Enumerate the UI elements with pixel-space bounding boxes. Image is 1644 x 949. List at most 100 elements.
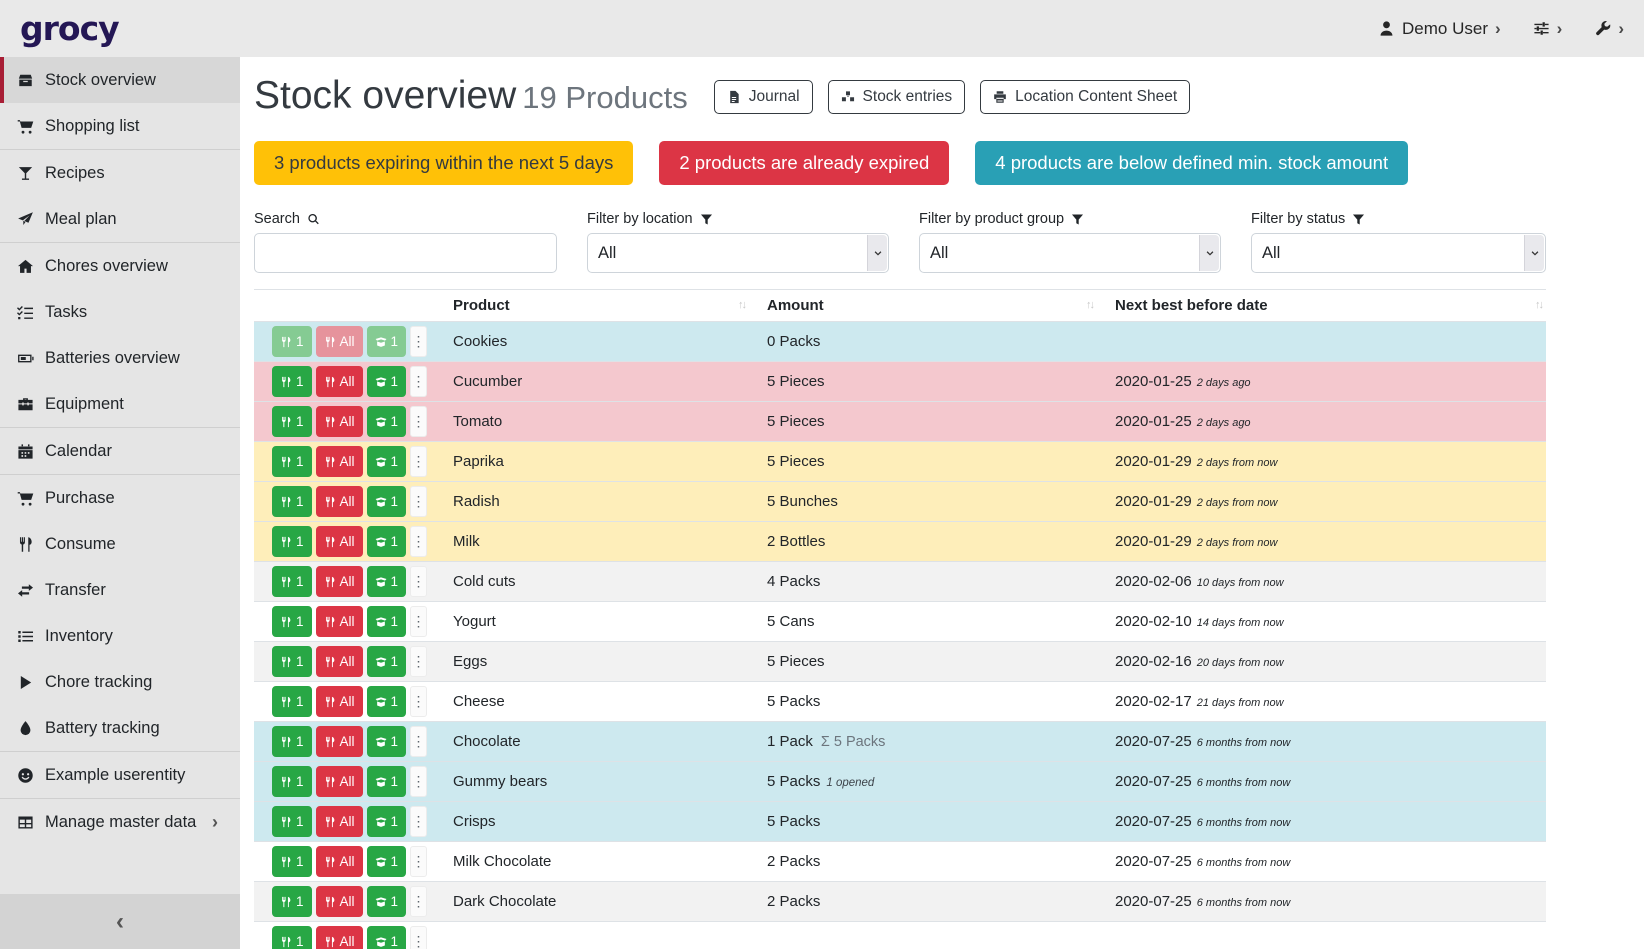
row-menu-button[interactable]: ⋮ bbox=[410, 606, 428, 637]
consume-one-button[interactable]: 1 bbox=[272, 526, 312, 557]
consume-all-button[interactable]: All bbox=[315, 326, 363, 357]
open-one-button[interactable]: 1 bbox=[366, 326, 407, 357]
consume-all-button[interactable]: All bbox=[315, 646, 363, 677]
sidebar-item-chores-overview[interactable]: Chores overview bbox=[0, 243, 240, 289]
sidebar-item-transfer[interactable]: Transfer bbox=[0, 567, 240, 613]
consume-one-button[interactable]: 1 bbox=[272, 726, 312, 757]
consume-all-button[interactable]: All bbox=[315, 406, 363, 437]
open-one-button[interactable]: 1 bbox=[366, 726, 407, 757]
settings-menu[interactable]: › bbox=[1533, 20, 1562, 37]
consume-one-button[interactable]: 1 bbox=[272, 886, 312, 917]
search-input[interactable] bbox=[254, 233, 557, 273]
open-one-button[interactable]: 1 bbox=[366, 766, 407, 797]
status-filter-select[interactable]: All bbox=[1251, 233, 1546, 273]
sidebar-item-manage-master-data[interactable]: Manage master data › bbox=[0, 799, 240, 845]
consume-all-button[interactable]: All bbox=[315, 806, 363, 837]
location-content-sheet-button[interactable]: Location Content Sheet bbox=[980, 80, 1191, 114]
consume-one-button[interactable]: 1 bbox=[272, 846, 312, 877]
row-menu-button[interactable]: ⋮ bbox=[410, 846, 428, 877]
consume-one-button[interactable]: 1 bbox=[272, 806, 312, 837]
row-menu-button[interactable]: ⋮ bbox=[410, 526, 428, 557]
sidebar-item-recipes[interactable]: Recipes bbox=[0, 150, 240, 196]
consume-all-button[interactable]: All bbox=[315, 566, 363, 597]
consume-one-button[interactable]: 1 bbox=[272, 326, 312, 357]
amount-column-header[interactable]: Amount ↑↓ bbox=[759, 289, 1107, 322]
sidebar-item-chore-tracking[interactable]: Chore tracking bbox=[0, 659, 240, 705]
consume-all-button[interactable]: All bbox=[315, 846, 363, 877]
row-menu-button[interactable]: ⋮ bbox=[410, 686, 428, 717]
sidebar-item-consume[interactable]: Consume bbox=[0, 521, 240, 567]
open-one-button[interactable]: 1 bbox=[366, 406, 407, 437]
sort-icon[interactable]: ↑↓ bbox=[1535, 299, 1544, 311]
row-menu-button[interactable]: ⋮ bbox=[410, 446, 428, 477]
open-one-button[interactable]: 1 bbox=[366, 486, 407, 517]
open-one-button[interactable]: 1 bbox=[366, 526, 407, 557]
location-filter-select[interactable]: All bbox=[587, 233, 889, 273]
status-banner-1[interactable]: 2 products are already expired bbox=[659, 141, 950, 185]
sidebar-item-meal-plan[interactable]: Meal plan bbox=[0, 196, 240, 242]
sidebar-item-battery-tracking[interactable]: Battery tracking bbox=[0, 705, 240, 751]
open-one-button[interactable]: 1 bbox=[366, 926, 407, 949]
admin-menu[interactable]: › bbox=[1594, 20, 1624, 37]
consume-all-button[interactable]: All bbox=[315, 606, 363, 637]
open-one-button[interactable]: 1 bbox=[366, 686, 407, 717]
sort-icon[interactable]: ↑↓ bbox=[738, 299, 747, 311]
consume-all-button[interactable]: All bbox=[315, 446, 363, 477]
consume-one-button[interactable]: 1 bbox=[272, 646, 312, 677]
consume-one-button[interactable]: 1 bbox=[272, 446, 312, 477]
product-column-header[interactable]: Product ↑↓ bbox=[445, 289, 759, 322]
open-one-button[interactable]: 1 bbox=[366, 886, 407, 917]
row-menu-button[interactable]: ⋮ bbox=[410, 406, 428, 437]
consume-one-button[interactable]: 1 bbox=[272, 486, 312, 517]
consume-one-button[interactable]: 1 bbox=[272, 926, 312, 949]
consume-all-button[interactable]: All bbox=[315, 926, 363, 949]
row-menu-button[interactable]: ⋮ bbox=[410, 486, 428, 517]
product-group-filter-select[interactable]: All bbox=[919, 233, 1221, 273]
row-menu-button[interactable]: ⋮ bbox=[410, 326, 428, 357]
consume-all-button[interactable]: All bbox=[315, 486, 363, 517]
consume-one-button[interactable]: 1 bbox=[272, 606, 312, 637]
sidebar-item-inventory[interactable]: Inventory bbox=[0, 613, 240, 659]
stock-entries-button[interactable]: Stock entries bbox=[827, 80, 966, 114]
sidebar-collapse-button[interactable]: ‹ bbox=[0, 894, 240, 949]
best-before-column-header[interactable]: Next best before date ↑↓ bbox=[1107, 289, 1546, 322]
row-menu-button[interactable]: ⋮ bbox=[410, 366, 428, 397]
consume-all-button[interactable]: All bbox=[315, 686, 363, 717]
consume-one-button[interactable]: 1 bbox=[272, 366, 312, 397]
consume-all-button[interactable]: All bbox=[315, 366, 363, 397]
row-menu-button[interactable]: ⋮ bbox=[410, 726, 428, 757]
row-menu-button[interactable]: ⋮ bbox=[410, 766, 428, 797]
consume-all-button[interactable]: All bbox=[315, 726, 363, 757]
sidebar-item-purchase[interactable]: Purchase bbox=[0, 475, 240, 521]
sidebar-item-example-userentity[interactable]: Example userentity bbox=[0, 752, 240, 798]
consume-all-button[interactable]: All bbox=[315, 886, 363, 917]
row-menu-button[interactable]: ⋮ bbox=[410, 566, 428, 597]
consume-all-button[interactable]: All bbox=[315, 526, 363, 557]
sidebar-item-tasks[interactable]: Tasks bbox=[0, 289, 240, 335]
consume-all-button[interactable]: All bbox=[315, 766, 363, 797]
open-one-button[interactable]: 1 bbox=[366, 606, 407, 637]
open-one-button[interactable]: 1 bbox=[366, 366, 407, 397]
row-menu-button[interactable]: ⋮ bbox=[410, 886, 428, 917]
open-one-button[interactable]: 1 bbox=[366, 846, 407, 877]
open-one-button[interactable]: 1 bbox=[366, 646, 407, 677]
sidebar-item-calendar[interactable]: Calendar bbox=[0, 428, 240, 474]
sidebar-item-equipment[interactable]: Equipment bbox=[0, 381, 240, 427]
consume-one-button[interactable]: 1 bbox=[272, 766, 312, 797]
open-one-button[interactable]: 1 bbox=[366, 566, 407, 597]
sidebar-item-batteries-overview[interactable]: Batteries overview bbox=[0, 335, 240, 381]
app-logo[interactable]: grocy bbox=[20, 9, 120, 48]
sort-icon[interactable]: ↑↓ bbox=[1086, 299, 1095, 311]
consume-one-button[interactable]: 1 bbox=[272, 406, 312, 437]
row-menu-button[interactable]: ⋮ bbox=[410, 806, 428, 837]
consume-one-button[interactable]: 1 bbox=[272, 686, 312, 717]
sidebar-item-shopping-list[interactable]: Shopping list bbox=[0, 103, 240, 149]
open-one-button[interactable]: 1 bbox=[366, 806, 407, 837]
open-one-button[interactable]: 1 bbox=[366, 446, 407, 477]
journal-button[interactable]: Journal bbox=[713, 80, 813, 114]
consume-one-button[interactable]: 1 bbox=[272, 566, 312, 597]
status-banner-2[interactable]: 4 products are below defined min. stock … bbox=[975, 141, 1409, 185]
sidebar-item-stock-overview[interactable]: Stock overview bbox=[0, 57, 240, 103]
row-menu-button[interactable]: ⋮ bbox=[410, 926, 428, 949]
row-menu-button[interactable]: ⋮ bbox=[410, 646, 428, 677]
